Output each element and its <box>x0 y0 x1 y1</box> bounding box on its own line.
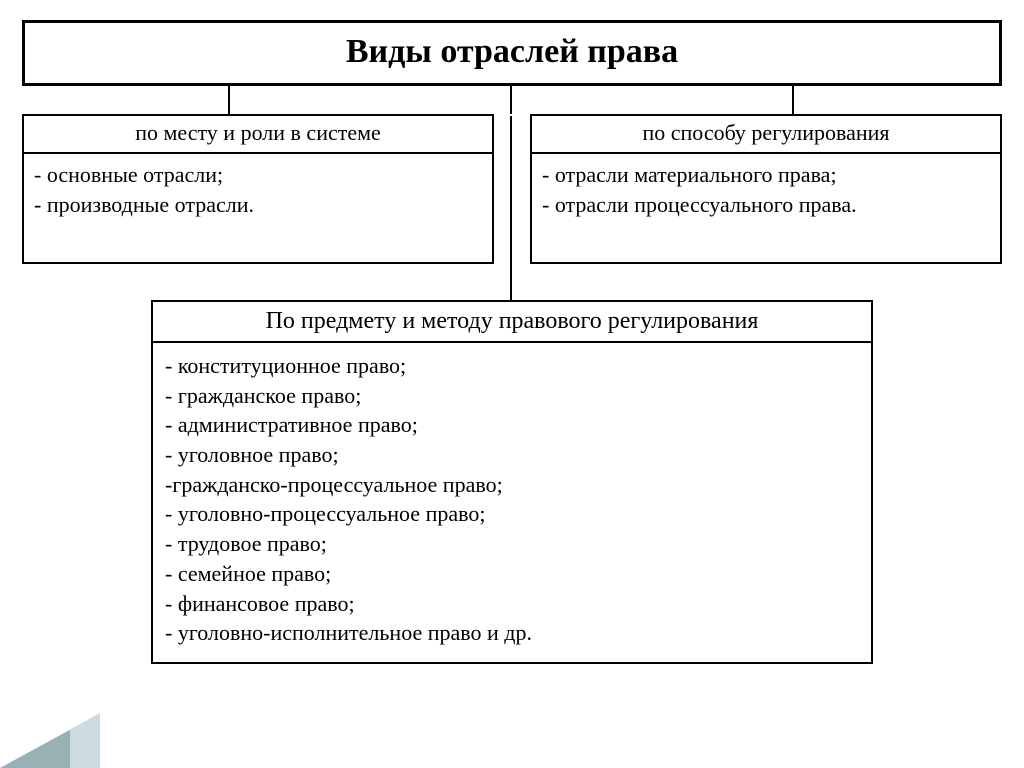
branch-center-header: По предмету и методу правового регулиров… <box>151 300 873 341</box>
list-item: - уголовно-исполнительное право и др. <box>165 618 859 648</box>
branch-right-header: по способу регулирования <box>530 114 1002 154</box>
branch-center: По предмету и методу правового регулиров… <box>151 300 873 664</box>
branch-center-body: - конституционное право; - гражданское п… <box>151 341 873 664</box>
diagram-title: Виды отраслей права <box>22 20 1002 86</box>
list-item: - уголовно-процессуальное право; <box>165 499 859 529</box>
connectors-mid <box>22 264 1002 300</box>
list-item: - отрасли процессуального права. <box>542 190 990 220</box>
list-item: - основные отрасли; <box>34 160 482 190</box>
branch-left-body: - основные отрасли; - производные отрасл… <box>22 154 494 264</box>
branch-right-body: - отрасли материального права; - отрасли… <box>530 154 1002 264</box>
connectors-top <box>22 86 1002 114</box>
connector-line-center <box>510 116 512 300</box>
connector-line <box>228 86 230 114</box>
connector-line <box>510 86 512 114</box>
list-item: - финансовое право; <box>165 589 859 619</box>
list-item: - трудовое право; <box>165 529 859 559</box>
slide-corner-decoration <box>0 713 100 768</box>
list-item: - производные отрасли. <box>34 190 482 220</box>
list-item: - семейное право; <box>165 559 859 589</box>
list-item: - административное право; <box>165 410 859 440</box>
list-item: - отрасли материального права; <box>542 160 990 190</box>
branch-right: по способу регулирования - отрасли матер… <box>530 114 1002 264</box>
branch-left-header: по месту и роли в системе <box>22 114 494 154</box>
diagram-container: Виды отраслей права по месту и роли в си… <box>0 0 1024 664</box>
branch-left: по месту и роли в системе - основные отр… <box>22 114 494 264</box>
connector-line <box>792 86 794 114</box>
list-item: - гражданское право; <box>165 381 859 411</box>
list-item: -гражданско-процессуальное право; <box>165 470 859 500</box>
list-item: - уголовное право; <box>165 440 859 470</box>
list-item: - конституционное право; <box>165 351 859 381</box>
top-branches-row: по месту и роли в системе - основные отр… <box>22 114 1002 264</box>
